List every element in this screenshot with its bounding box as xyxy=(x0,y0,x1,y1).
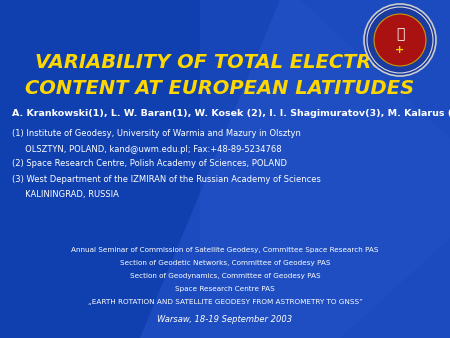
Text: Warsaw, 18-19 September 2003: Warsaw, 18-19 September 2003 xyxy=(158,315,292,324)
Circle shape xyxy=(364,4,436,76)
Text: KALININGRAD, RUSSIA: KALININGRAD, RUSSIA xyxy=(12,190,119,198)
Text: Annual Seminar of Commission of Satellite Geodesy, Committee Space Research PAS: Annual Seminar of Commission of Satellit… xyxy=(71,247,379,253)
Text: Section of Geodetic Networks, Committee of Geodesy PAS: Section of Geodetic Networks, Committee … xyxy=(120,260,330,266)
Text: 🦅: 🦅 xyxy=(396,27,404,41)
Text: (2) Space Research Centre, Polish Academy of Sciences, POLAND: (2) Space Research Centre, Polish Academ… xyxy=(12,160,287,169)
Text: VARIABILITY OF TOTAL ELECTRON: VARIABILITY OF TOTAL ELECTRON xyxy=(35,53,405,72)
Text: Space Research Centre PAS: Space Research Centre PAS xyxy=(175,286,275,292)
Text: (1) Institute of Geodesy, University of Warmia and Mazury in Olsztyn: (1) Institute of Geodesy, University of … xyxy=(12,129,301,139)
Polygon shape xyxy=(200,0,450,338)
Polygon shape xyxy=(140,0,450,338)
Circle shape xyxy=(367,7,433,73)
Text: „EARTH ROTATION AND SATELLITE GEODESY FROM ASTROMETRY TO GNSS”: „EARTH ROTATION AND SATELLITE GEODESY FR… xyxy=(88,299,362,305)
Text: A. Krankowski(1), L. W. Baran(1), W. Kosek (2), I. I. Shagimuratov(3), M. Kalaru: A. Krankowski(1), L. W. Baran(1), W. Kos… xyxy=(12,110,450,119)
Circle shape xyxy=(374,14,426,66)
Text: OLSZTYN, POLAND, kand@uwm.edu.pl; Fax:+48-89-5234768: OLSZTYN, POLAND, kand@uwm.edu.pl; Fax:+4… xyxy=(12,145,282,153)
Text: CONTENT AT EUROPEAN LATITUDES: CONTENT AT EUROPEAN LATITUDES xyxy=(26,78,414,97)
Text: (3) West Department of the IZMIRAN of the Russian Academy of Sciences: (3) West Department of the IZMIRAN of th… xyxy=(12,174,321,184)
Text: Section of Geodynamics, Committee of Geodesy PAS: Section of Geodynamics, Committee of Geo… xyxy=(130,273,320,279)
Text: +: + xyxy=(396,45,405,55)
